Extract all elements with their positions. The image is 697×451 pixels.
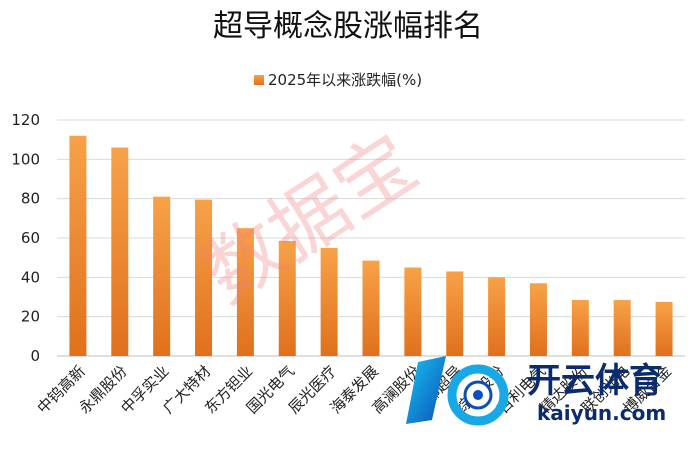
y-tick-label: 100 <box>11 150 40 168</box>
bar <box>278 240 296 356</box>
legend: 2025年以来涨跌幅(%) <box>254 71 422 89</box>
bar <box>153 196 171 356</box>
bar <box>236 228 254 356</box>
legend-label: 2025年以来涨跌幅(%) <box>268 71 422 89</box>
bar <box>404 267 422 356</box>
bar <box>69 135 87 356</box>
y-tick-label: 40 <box>21 268 40 286</box>
logo-name: 开云体育 <box>527 361 663 401</box>
y-tick-label: 0 <box>30 347 40 365</box>
logo-url: kaiyun.com <box>537 401 666 425</box>
bar <box>362 260 380 356</box>
bar <box>571 299 589 356</box>
logo-mark-icon <box>406 356 509 426</box>
bar <box>488 277 506 356</box>
bar <box>195 199 213 356</box>
bar <box>111 147 129 356</box>
y-tick-label: 20 <box>21 308 40 326</box>
bar <box>613 299 631 356</box>
bars <box>69 135 673 356</box>
logo: 开云体育 kaiyun.com <box>406 356 666 426</box>
bar <box>529 283 547 356</box>
bar <box>655 301 673 356</box>
bar <box>320 247 338 356</box>
legend-swatch <box>254 75 264 85</box>
y-tick-label: 120 <box>11 111 40 129</box>
y-axis-ticks: 0 20 40 60 80 100 120 <box>11 111 40 365</box>
chart-title: 超导概念股涨幅排名 <box>213 9 483 44</box>
bar <box>446 271 464 356</box>
y-tick-label: 80 <box>21 190 40 208</box>
y-tick-label: 60 <box>21 229 40 247</box>
watermark: 数据宝 <box>187 118 432 321</box>
